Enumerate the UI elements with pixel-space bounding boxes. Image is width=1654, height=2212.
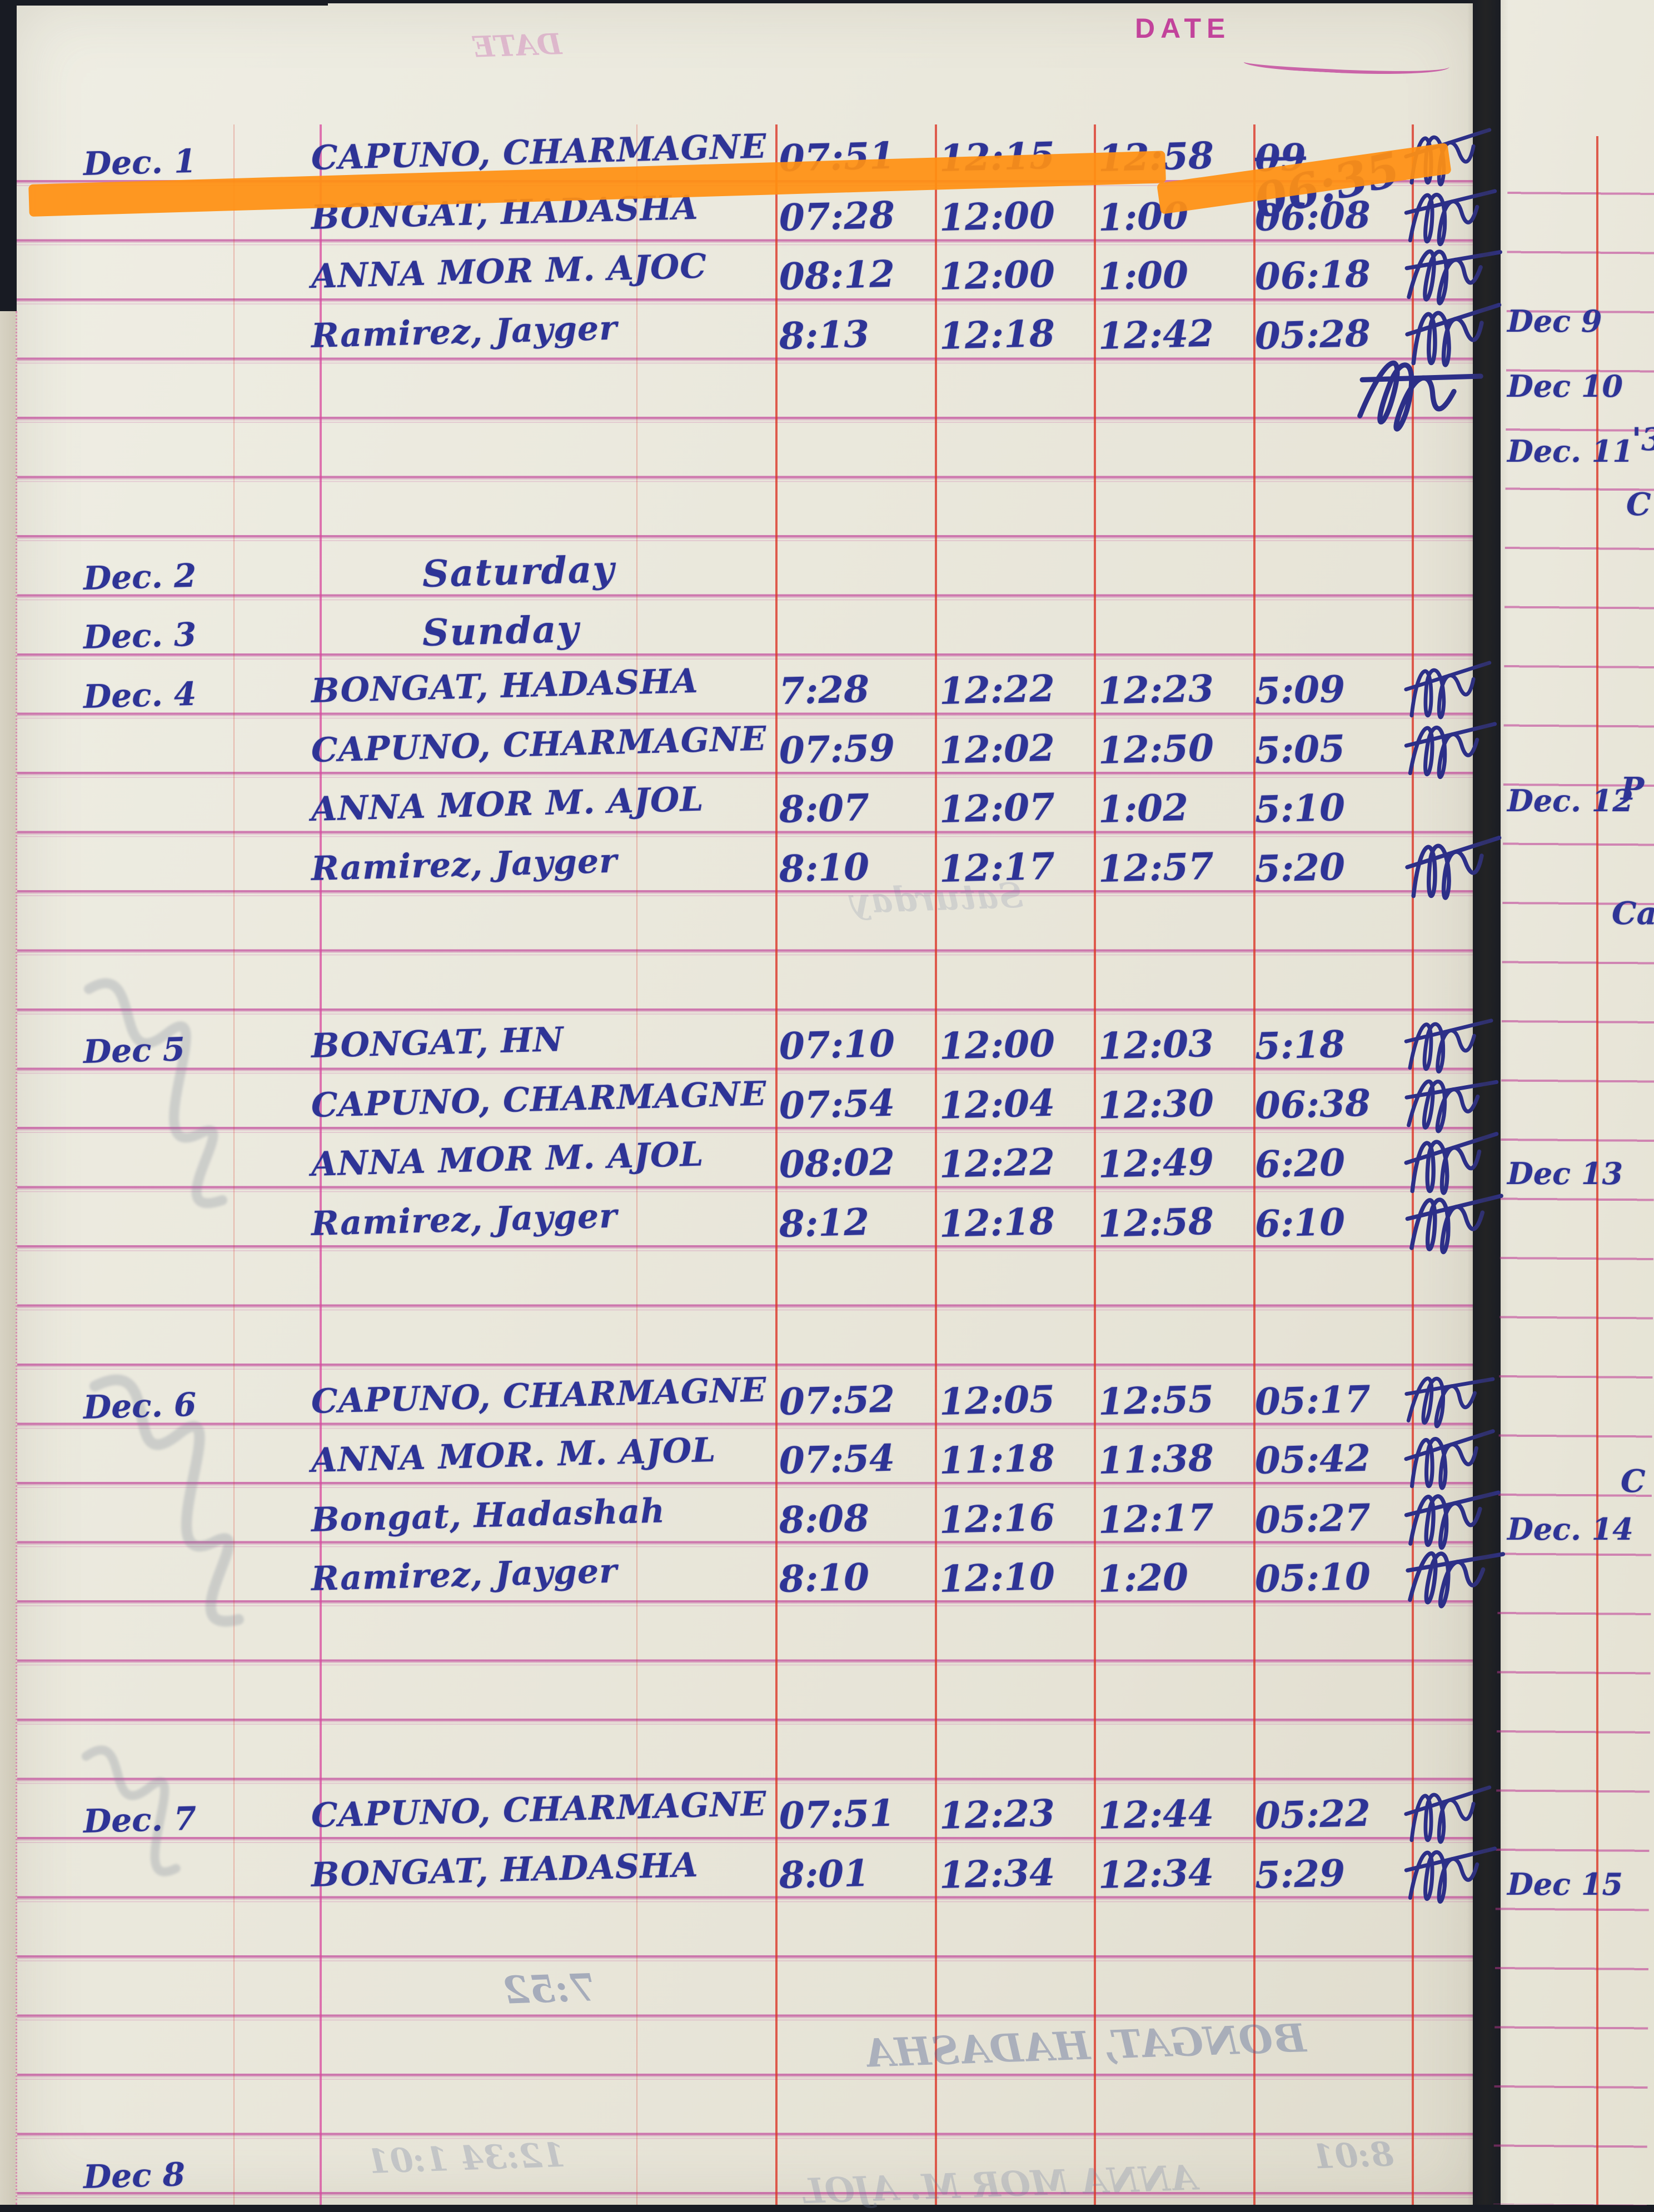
entry-lunch_in: 12:42 [1097,311,1214,358]
entry-name: BONGAT, HADASHA [311,1845,699,1895]
right-page-text-fragment: Ca [1612,895,1654,932]
pencil-ghost-scribble [81,1745,181,1876]
right-page-date-label: Dec 9 [1507,303,1602,339]
entry-total: 5:20 [1254,845,1346,891]
printed-date-label: DATE [1135,13,1231,44]
entry-total: 6:10 [1254,1200,1346,1246]
entry-lunch_in: 12:34 [1097,1850,1214,1897]
entry-lunch_out: 12:17 [938,844,1055,891]
signature-scribble [1403,1536,1509,1622]
right-page-text-fragment: C [1626,486,1651,523]
signature-scribble [1403,293,1509,379]
entry-name: Ramirez, Jayger [311,841,618,888]
right-page-text-fragment: C [1621,1463,1646,1500]
signature-scribble [1403,1122,1506,1207]
next-page-sliver [1493,0,1654,2205]
signature-scribble [1403,1418,1502,1504]
entry-date-label: Dec 5 [83,1030,186,1071]
right-page-date-label: Dec 15 [1507,1866,1623,1902]
right-page-date-label: Dec. 12 [1507,783,1633,819]
entry-time_in: 08:12 [778,252,895,299]
ledger-page [17,3,1473,2205]
lunch-out-column-line [935,124,937,2205]
entry-lunch_out: 12:34 [938,1850,1055,1897]
entry-name: Ramirez, Jayger [311,1551,618,1599]
signature-scribble [1403,708,1502,793]
right-page-text-fragment: '3 [1632,421,1654,458]
entry-lunch_in: 12:58 [1097,1199,1214,1246]
entry-lunch_in: 12:57 [1097,844,1214,891]
right-page-date-label: Dec. 14 [1507,1511,1633,1547]
page-stack-edge [0,311,17,2205]
signature-scribble [1403,175,1502,261]
entry-lunch_out: 12:18 [938,1199,1055,1246]
faint-column-line [233,124,235,2205]
entry-time_in: 08:02 [778,1140,895,1187]
entry-date-label: Dec. 6 [83,1385,197,1426]
entry-total: 05:28 [1254,311,1371,358]
right-page-date-label: Dec 10 [1507,368,1623,405]
entry-time_in: 8:01 [778,1851,870,1897]
signature-column-line [1412,124,1414,2205]
signature-scribble [1403,1063,1502,1149]
page-top-shadow [17,0,328,6]
signature-scribble [1403,648,1498,734]
entry-date-label: Dec. 7 [83,1800,197,1841]
right-page-date-label: Dec. 11 [1507,433,1633,470]
entry-lunch_in: 1:20 [1097,1555,1189,1601]
signature-scribble [1403,1359,1498,1445]
entry-date-label: Dec 8 [83,2155,186,2196]
signature-scribble [1403,1003,1498,1089]
ruled-lines [17,124,1473,2205]
entry-total: 05:10 [1254,1554,1371,1601]
entry-total: 5:29 [1254,1851,1346,1897]
ruled-lines-echo [17,129,1473,2205]
entry-name: Ramirez, Jayger [311,308,618,356]
signature-scribble [1403,826,1509,912]
entry-lunch_out: 12:18 [938,311,1055,358]
entry-time_in: 8:10 [778,845,870,891]
right-page-text-fragment: P [1621,770,1645,807]
pencil-ghost-scribble [89,1374,244,1627]
entry-time_in: 07:54 [778,1436,895,1483]
entry-time_in: 8:13 [778,312,870,358]
date-column-line [320,124,322,2205]
lunch-in-column-line [1094,124,1096,2205]
book-gutter-shadow [1467,0,1508,2205]
entry-time_in: 8:10 [778,1555,870,1601]
faint-column-line-2 [636,124,637,2205]
bleed-through-text: 7:52 [502,1965,597,2013]
pencil-ghost-scribble [84,978,227,1209]
bleed-through-text: DATE [471,27,562,64]
signature-scribble [1403,1181,1509,1267]
entry-lunch_out: 12:10 [938,1554,1055,1601]
entry-date-label: Dec. 4 [83,675,197,716]
time-in-column-line [775,124,778,2205]
signature-scribble [1403,1773,1498,1859]
entry-time_in: 8:12 [778,1200,870,1246]
right-page-column-line [1596,136,1598,2205]
bleed-through-text: 8:01 [1311,2135,1394,2177]
signature-scribble-large [1356,333,1484,463]
signature-scribble [1403,1832,1502,1918]
signature-scribble [1403,1477,1506,1563]
signature-scribble [1403,234,1506,319]
bleed-through-text: 12:34 1:01 [366,2135,566,2182]
total-column-line [1253,124,1256,2205]
right-page-date-label: Dec 13 [1507,1156,1623,1192]
entry-name: Ramirez, Jayger [311,1196,618,1244]
